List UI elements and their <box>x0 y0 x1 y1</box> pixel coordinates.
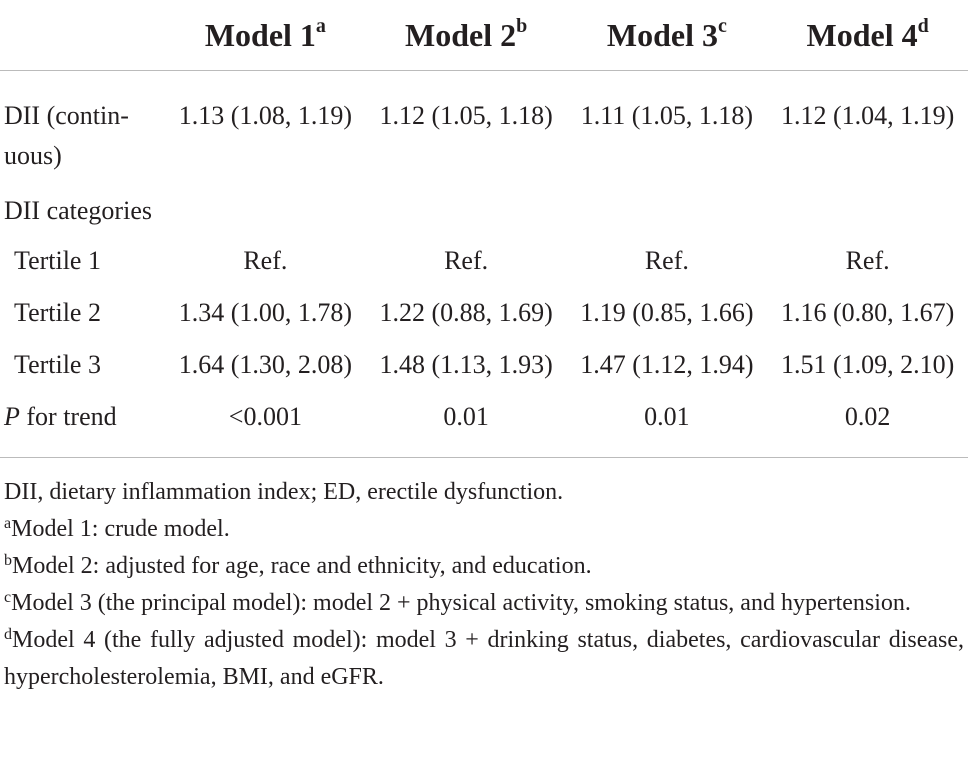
cell: 1.64 (1.30, 2.08) <box>178 350 353 379</box>
column-label: Model 3 <box>606 16 718 53</box>
cell: 1.22 (0.88, 1.69) <box>379 298 553 327</box>
footnote: cModel 3 (the principal model): model 2 … <box>4 585 964 622</box>
cell: 0.02 <box>767 385 968 458</box>
footnote-body: Model 1: crude model. <box>11 516 230 542</box>
cell: 1.47 (1.12, 1.94) <box>580 350 754 379</box>
cell: Ref. <box>243 246 288 275</box>
footnote: bModel 2: adjusted for age, race and eth… <box>4 548 964 585</box>
column-sup: a <box>315 14 326 37</box>
cell: 1.11 (1.05, 1.18) <box>580 101 754 130</box>
cell: Ref. <box>845 246 890 275</box>
cell: 1.12 (1.04, 1.19) <box>780 101 955 130</box>
cell-empty <box>767 176 968 231</box>
column-sup: b <box>516 14 528 37</box>
column-label: Model 4 <box>806 16 918 53</box>
cell: 1.19 (0.85, 1.66) <box>580 298 754 327</box>
footnote-text: DII, dietary inflammation index; ED, ere… <box>4 479 564 505</box>
row-label-text: for trend <box>19 402 117 431</box>
footnote-sup: b <box>4 552 12 569</box>
row-label: DII categories <box>0 176 165 231</box>
footnote: dModel 4 (the fully adjusted model): mod… <box>4 622 964 696</box>
cell: 1.12 (1.05, 1.18) <box>379 101 553 130</box>
table-row: Tertile 1 Ref. Ref. Ref. Ref. <box>0 231 968 281</box>
row-label-text: DII (contin­uous) <box>4 101 129 170</box>
column-header: Model 2b <box>365 0 567 71</box>
column-label: Model 1 <box>204 16 316 53</box>
results-table: Model 1a Model 2b Model 3c Model 4d DII (co… <box>0 0 968 458</box>
row-label: Tertile 3 <box>0 333 165 385</box>
footnote-body: Model 3 (the principal model): model 2 +… <box>11 590 911 616</box>
cell: 1.48 (1.13, 1.93) <box>379 350 553 379</box>
row-label: DII (contin­uous) <box>0 71 165 177</box>
column-sup: d <box>917 14 929 37</box>
cell: 1.16 (0.80, 1.67) <box>780 298 955 327</box>
column-header: Model 4d <box>767 0 968 71</box>
cell: Ref. <box>444 246 489 275</box>
header-row: Model 1a Model 2b Model 3c Model 4d <box>0 0 968 71</box>
row-label-text: Tertile 2 <box>14 298 101 327</box>
cell: 1.51 (1.09, 2.10) <box>780 350 955 379</box>
row-label-text: DII categories <box>4 196 152 225</box>
row-label-text: Tertile 3 <box>14 350 101 379</box>
cell: Ref. <box>644 246 689 275</box>
table-row: Tertile 2 1.34 (1.00, 1.78) 1.22 (0.88, 1.… <box>0 281 968 333</box>
row-label: P for trend <box>0 385 165 458</box>
cell: 1.34 (1.00, 1.78) <box>178 298 353 327</box>
column-sup: c <box>717 14 727 37</box>
footnote-sup: a <box>4 515 12 532</box>
cell: 1.13 (1.08, 1.19) <box>178 101 353 130</box>
footnote-sup: c <box>4 589 12 606</box>
row-label: Tertile 1 <box>0 231 165 281</box>
row-label-italic: P <box>4 402 20 431</box>
footnote-body: Model 2: adjusted for age, race and ethn… <box>12 553 592 579</box>
table-row: DII categories <box>0 176 968 231</box>
cell-empty <box>567 176 768 231</box>
table-row: DII (contin­uous) 1.13 (1.08, 1.19) 1.12 (… <box>0 71 968 177</box>
cell-empty <box>165 176 366 231</box>
cell: 0.01 <box>566 385 768 458</box>
column-header: Model 1a <box>165 0 366 71</box>
cell: 0.01 <box>365 385 567 458</box>
footnotes: DII, dietary inflammation index; ED, ere… <box>0 458 968 696</box>
column-header: Model 3c <box>566 0 768 71</box>
column-label: Model 2 <box>405 16 517 53</box>
table-row: Tertile 3 1.64 (1.30, 2.08) 1.48 (1.13, 1.… <box>0 333 968 385</box>
cell: <0.001 <box>165 385 366 458</box>
footnote-body: Model 4 (the fully adjusted model): mode… <box>4 627 964 690</box>
table-row: P for trend <0.001 0.01 0.01 0.02 <box>0 385 968 458</box>
footnote: aModel 1: crude model. <box>4 511 964 548</box>
row-label: Tertile 2 <box>0 281 165 333</box>
corner <box>0 0 165 71</box>
footnote-sup: d <box>4 626 12 643</box>
cell-empty <box>366 176 567 231</box>
row-label-text: Tertile 1 <box>14 246 101 275</box>
